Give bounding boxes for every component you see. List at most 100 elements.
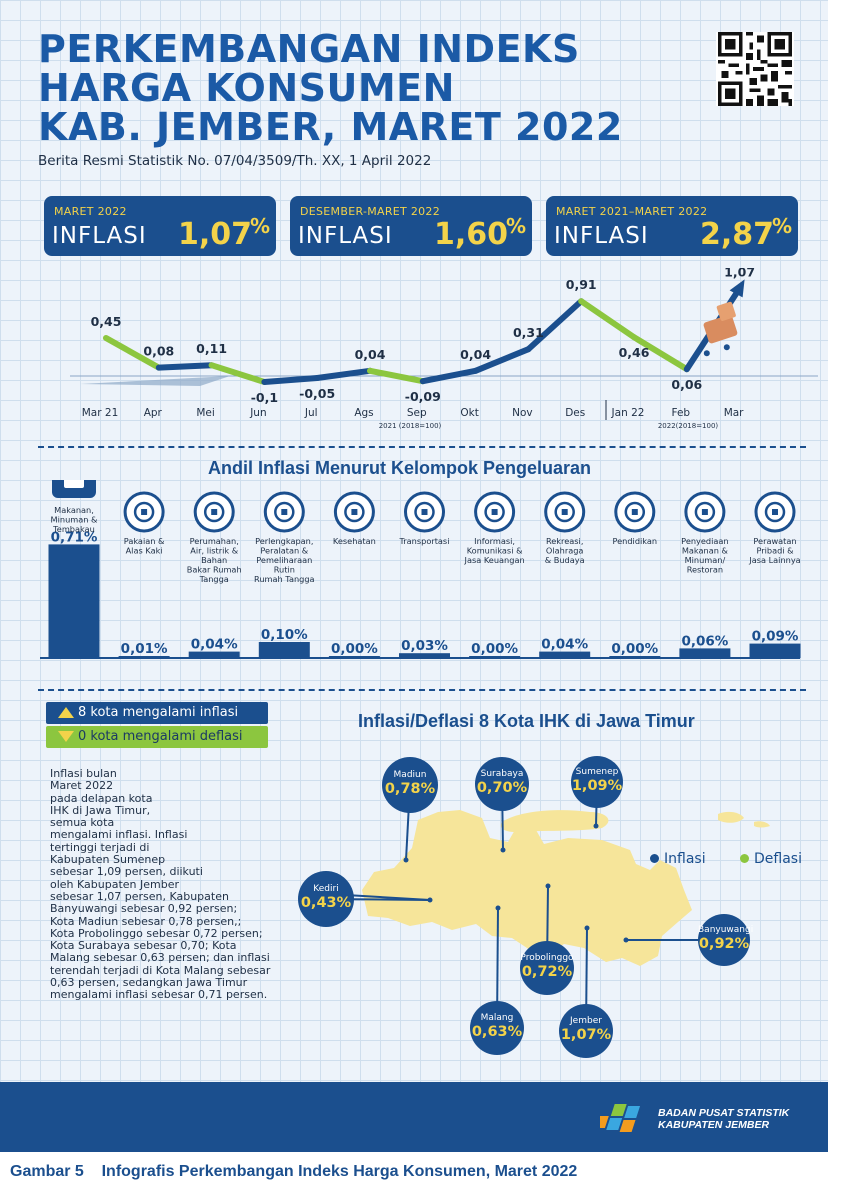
section-divider: [38, 689, 806, 691]
deflation-count-text: 0 kota mengalami deflasi: [78, 729, 243, 744]
category-label-4: Perlengkapan,: [255, 536, 313, 546]
category-label-7: Jasa Keuangan: [464, 555, 525, 565]
chart-shadow-shape: [80, 376, 230, 386]
section-divider: [38, 446, 806, 448]
data-label-mei: 0,11: [196, 341, 227, 356]
category-label-2: Alas Kaki: [126, 546, 163, 556]
category-label-7: Informasi,: [474, 536, 515, 546]
category-label-3: Tangga: [199, 574, 229, 584]
down-triangle-icon: [58, 731, 74, 742]
x-tick-label-okt: Okt: [460, 407, 478, 419]
category-label-1: Tembakau: [52, 524, 95, 534]
city-marker-banyuwangi: Banyuwangi 0,92%: [698, 914, 754, 966]
city-name: Madiun: [393, 770, 427, 780]
grocery-bag-icon: [52, 480, 96, 498]
category-label-5: Kesehatan: [333, 536, 376, 546]
data-label-mar: 1,07: [724, 268, 755, 279]
line-segment-2: [155, 362, 215, 371]
bar-4: [258, 642, 310, 658]
city-name: Probolinggo: [520, 953, 574, 963]
bar-1: [48, 544, 100, 658]
map-legend-deflation: Deflasi: [740, 851, 802, 867]
kpi-value: 1,60: [433, 217, 508, 252]
category-label-8: & Budaya: [545, 555, 585, 565]
line-segment-5: [314, 367, 373, 381]
map-title: Inflasi/Deflasi 8 Kota IHK di Jawa Timur: [358, 711, 695, 731]
category-label-4: Rumah Tangga: [254, 574, 315, 584]
city-location-dot: [593, 823, 599, 829]
bar-9: [609, 656, 661, 658]
category-label-11: Pribadi &: [756, 546, 794, 556]
kpi-period: MARET 2021–MARET 2022: [556, 205, 708, 218]
city-name: Sumenep: [575, 767, 619, 777]
bar-value-label-9: 0,00%: [611, 641, 658, 657]
line-segment-3: [208, 362, 268, 385]
bar-value-label-4: 0,10%: [261, 627, 308, 643]
bar-7: [469, 656, 521, 658]
data-label-apr: 0,08: [143, 344, 174, 359]
meal-icon: [684, 491, 726, 533]
smartphone-icon: [474, 491, 516, 533]
category-label-3: Air, listrik &: [190, 546, 238, 556]
data-label-okt: 0,04: [460, 347, 491, 362]
inflation-count-text: 8 kota mengalami inflasi: [78, 705, 239, 720]
airplane-icon: [404, 491, 445, 533]
x-tick-label-sep: Sep: [407, 407, 427, 419]
data-label-nov: 0,31: [513, 325, 544, 340]
x-tick-label-mar: Mar: [724, 407, 744, 419]
medical-kit-icon: [333, 491, 375, 533]
kpi-label: INFLASI: [298, 223, 393, 249]
bar-chart-title: Andil Inflasi Menurut Kelompok Pengeluar…: [208, 458, 592, 478]
org-line-1: BADAN PUSAT STATISTIK: [658, 1107, 790, 1119]
bar-value-label-1: 0,71%: [51, 529, 98, 545]
data-label-sep: -0,09: [405, 389, 441, 404]
plug-icon: [263, 491, 305, 533]
bar-value-label-11: 0,09%: [752, 629, 799, 645]
dress-icon: [123, 491, 165, 533]
category-label-10: Makanan &: [682, 546, 729, 556]
east-java-map: [362, 810, 770, 966]
city-marker-surabaya: Surabaya 0,70%: [475, 757, 529, 811]
bar-value-label-8: 0,04%: [541, 637, 588, 653]
bar-value-label-5: 0,00%: [331, 641, 378, 657]
data-label-ags: 0,04: [355, 347, 386, 362]
city-location-dot: [427, 897, 433, 903]
data-label-des: 0,91: [566, 277, 597, 292]
x-tick-label-mar-21: Mar 21: [82, 407, 119, 419]
deflation-dot-icon: [740, 854, 749, 863]
category-label-11: Perawatan: [753, 536, 796, 546]
kpi-percent-sign: %: [505, 214, 526, 238]
bps-organization-name: BADAN PUSAT STATISTIK KABUPATEN JEMBER: [658, 1107, 828, 1131]
city-marker-sumenep: Sumenep 1,09%: [571, 756, 623, 808]
category-label-3: Bakar Rumah: [187, 565, 242, 575]
title-line-3: KAB. JEMBER, MARET 2022: [38, 105, 623, 149]
footer-band: [0, 1082, 828, 1152]
category-label-3: Perumahan,: [190, 536, 239, 546]
city-name: Jember: [570, 1016, 602, 1026]
city-location-dot: [495, 905, 501, 911]
org-line-2: KABUPATEN JEMBER: [658, 1119, 770, 1131]
city-marker-probolinggo: Probolinggo 0,72%: [520, 941, 574, 995]
shopping-cart-icon: [703, 301, 738, 357]
line-segment-4: [261, 375, 321, 385]
bar-10: [679, 648, 731, 658]
category-label-4: Pemeliharaan: [256, 555, 312, 565]
x-tick-label-feb: Feb: [672, 407, 691, 419]
line-segment-1: [103, 335, 162, 371]
line-segment-9: [525, 298, 585, 353]
category-label-1: Makanan,: [54, 505, 94, 515]
city-location-dot: [500, 847, 506, 853]
tools-icon: [754, 491, 796, 533]
kpi-period: DESEMBER-MARET 2022: [300, 205, 441, 218]
data-label-jul: -0,05: [299, 386, 335, 401]
x-tick-label-jul: Jul: [304, 407, 318, 419]
city-marker-kediri: Kediri 0,43%: [298, 871, 354, 927]
category-label-1: Minuman &: [51, 515, 99, 525]
kpi-period: MARET 2022: [54, 205, 127, 218]
x-tick-label-jun: Jun: [249, 407, 266, 419]
city-name: Banyuwangi: [698, 925, 754, 935]
kpi-label: INFLASI: [554, 223, 649, 249]
data-label-feb: 0,06: [671, 377, 702, 392]
x-tick-label-ags: Ags: [354, 407, 373, 419]
base-note-2021: 2021 (2018=100): [379, 422, 442, 430]
